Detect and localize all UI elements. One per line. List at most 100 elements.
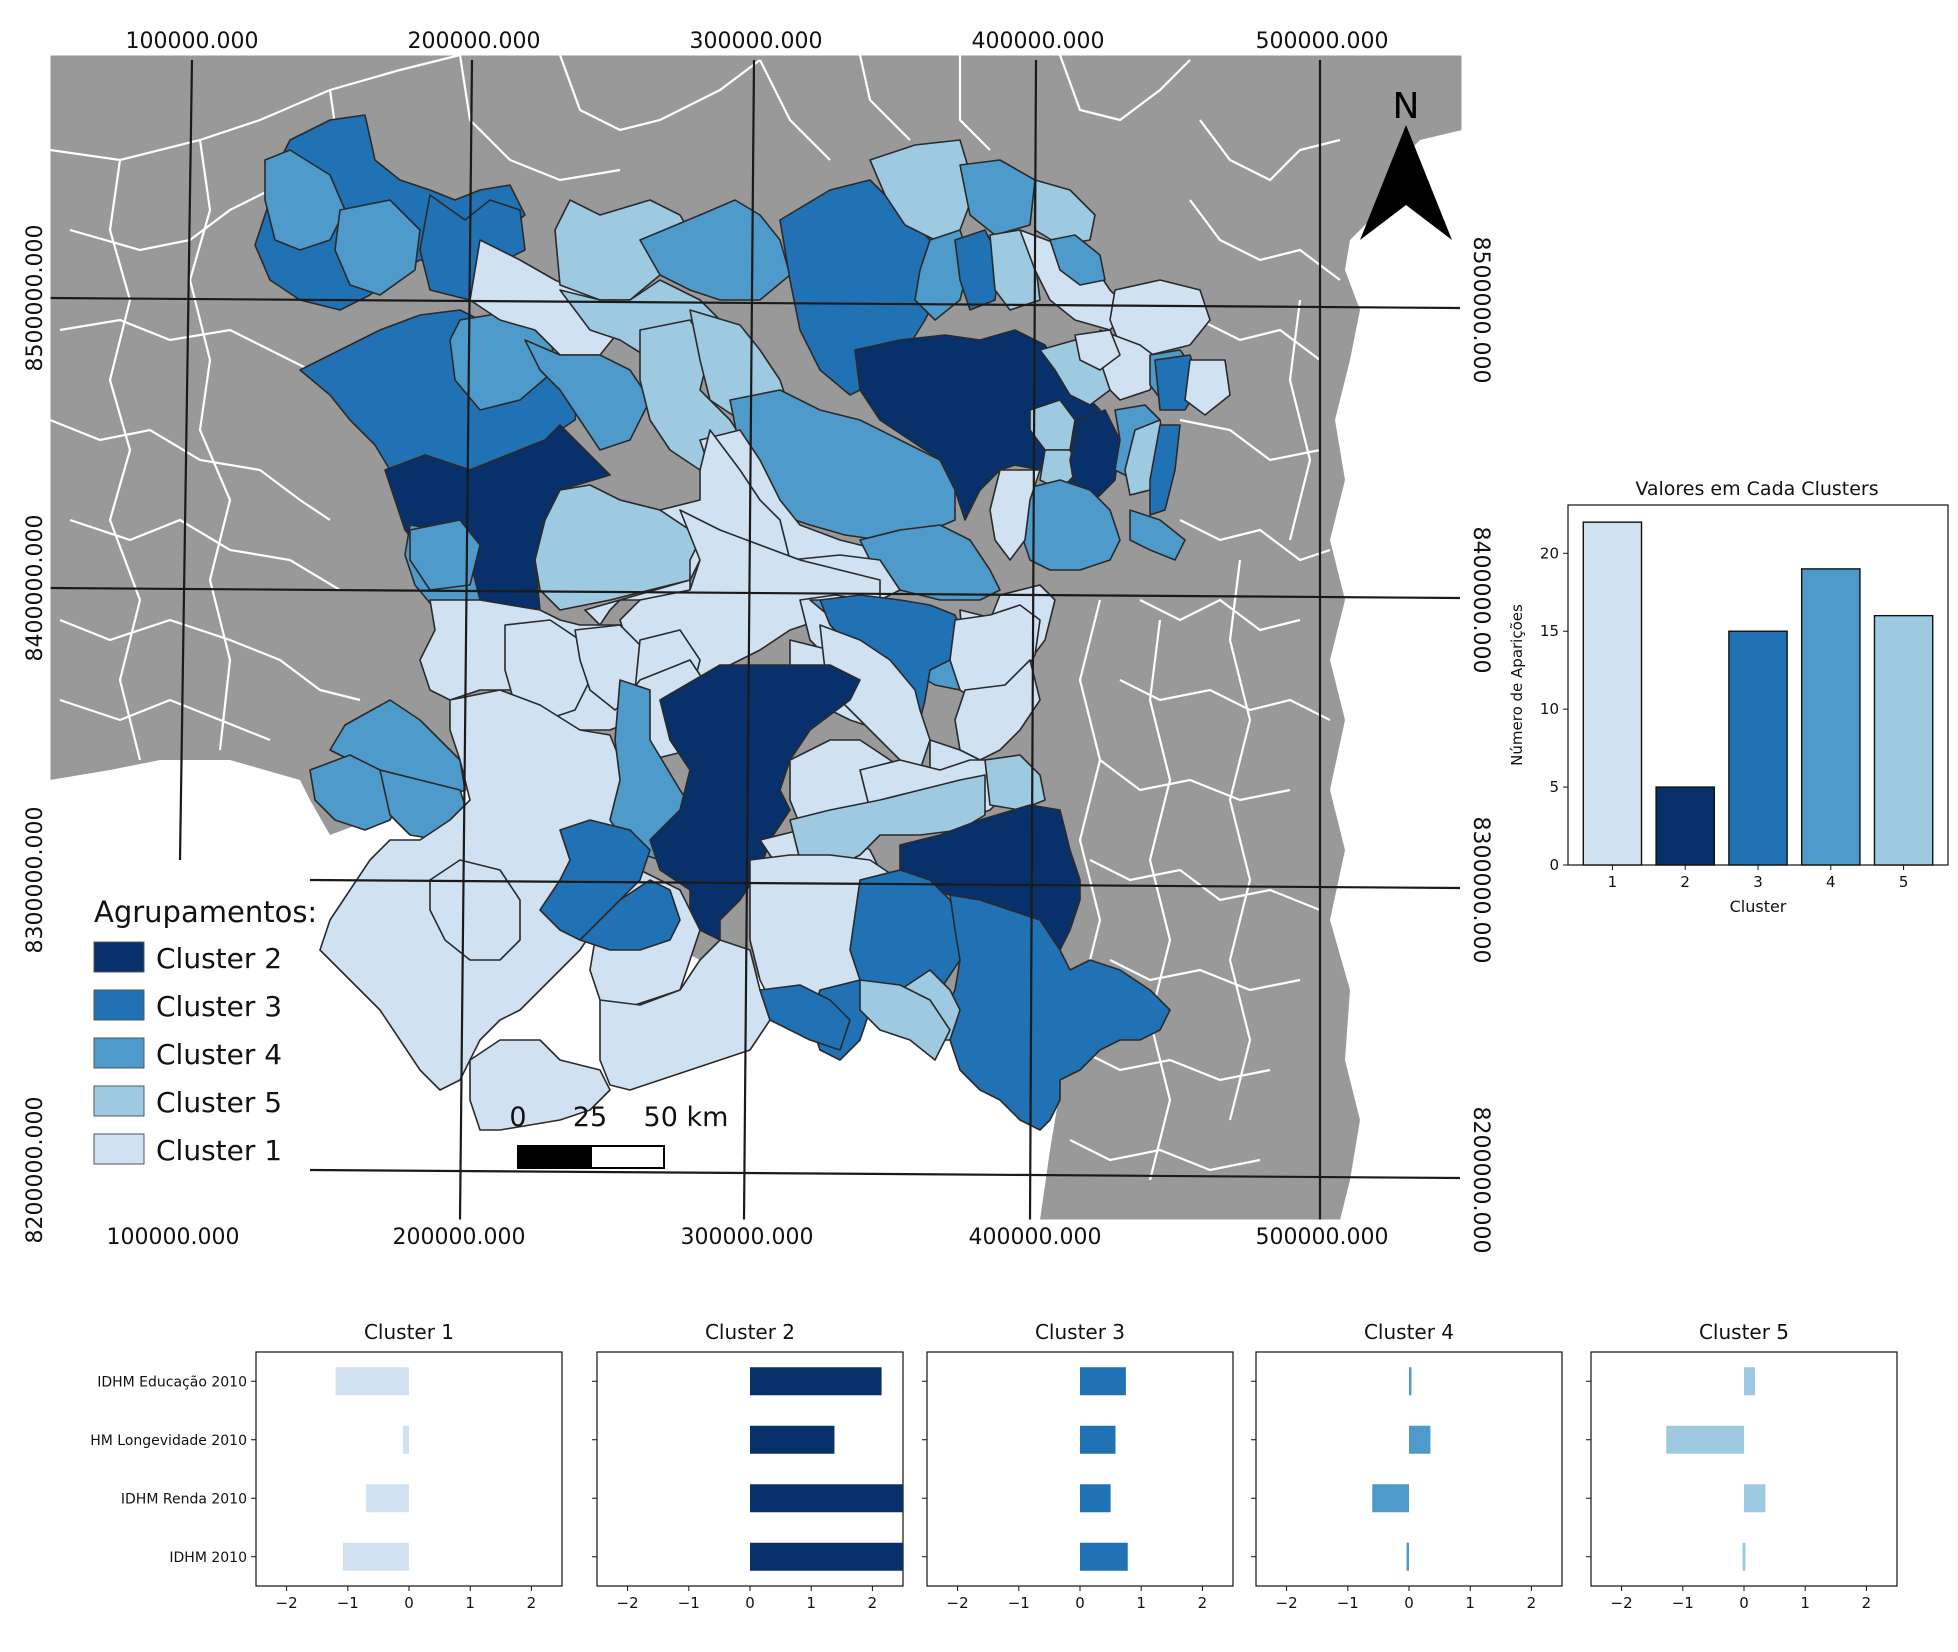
bar <box>1800 568 1861 866</box>
x-tick-label: −1 <box>1672 1594 1694 1612</box>
legend-label: Cluster 2 <box>156 942 282 975</box>
bar <box>335 1367 409 1396</box>
scale-label: 50 km <box>644 1102 729 1133</box>
legend-label: Cluster 3 <box>156 990 282 1023</box>
panel-title: Cluster 5 <box>1699 1320 1789 1344</box>
x-tick-label: 0 <box>745 1594 755 1612</box>
bar <box>1080 1425 1116 1454</box>
legend-item: Cluster 3 <box>93 989 282 1023</box>
x-tick-label: 0 <box>404 1594 414 1612</box>
profile-panel: Cluster 2 −2 −1 0 1 2 <box>592 1320 904 1612</box>
x-tick-label: −1 <box>337 1594 359 1612</box>
x-tick-label: 500000.000 <box>1256 29 1389 54</box>
bar <box>402 1425 409 1454</box>
bar <box>1582 521 1643 866</box>
bar <box>1728 630 1788 866</box>
north-label: N <box>1393 86 1420 127</box>
municipality <box>1184 359 1231 416</box>
legend-swatch <box>93 941 145 973</box>
y-tick-label: 8500000.000 <box>23 225 48 372</box>
x-tick-label: −2 <box>617 1594 639 1612</box>
x-tick-label: 5 <box>1899 873 1909 891</box>
y-tick-label: 0 <box>1549 856 1559 874</box>
bars <box>1582 521 1934 866</box>
x-tick-label: 4 <box>1826 873 1836 891</box>
x-axis-bottom-labels: 100000.000 200000.000 300000.000 400000.… <box>107 1225 1389 1250</box>
x-tick-label: 100000.000 <box>107 1225 240 1250</box>
y-tick-label: 8400000.000 <box>1468 527 1493 674</box>
bar <box>1744 1367 1756 1396</box>
scale-label: 25 <box>573 1102 607 1133</box>
bar <box>1873 614 1934 866</box>
panel-title: Cluster 3 <box>1035 1320 1125 1344</box>
municipality <box>1074 329 1121 371</box>
x-tick-label: 200000.000 <box>393 1225 526 1250</box>
panel-title: Cluster 4 <box>1364 1320 1454 1344</box>
legend-item: Cluster 1 <box>93 1133 282 1167</box>
x-tick-label: 1 <box>1800 1594 1810 1612</box>
x-tick-label: 1 <box>465 1594 475 1612</box>
profile-panel: Cluster 5 −2 −1 0 1 2 <box>1586 1320 1898 1612</box>
profile-panel: Cluster 3 −2 −1 0 1 2 <box>922 1320 1234 1612</box>
graticule <box>50 59 1461 1220</box>
legend-label: Cluster 4 <box>156 1038 282 1071</box>
legend-title: Agrupamentos: <box>94 895 317 929</box>
x-tick-label: 0 <box>1404 1594 1414 1612</box>
municipality <box>959 159 1036 236</box>
x-tick-label: 3 <box>1753 873 1763 891</box>
x-axis: 1 2 3 4 5 <box>1608 865 1909 891</box>
legend-item: Cluster 5 <box>93 1085 282 1119</box>
y-tick-label: 15 <box>1540 622 1559 640</box>
x-tick-label: −2 <box>1276 1594 1298 1612</box>
legend-swatch <box>93 989 145 1021</box>
x-tick-label: 100000.000 <box>126 29 259 54</box>
bar <box>750 1367 882 1396</box>
bar <box>366 1484 409 1513</box>
x-tick-label: 0 <box>1075 1594 1085 1612</box>
y-axis: 0 5 10 15 20 <box>1540 544 1568 874</box>
scale-bar: 0 25 50 km <box>509 1102 729 1169</box>
x-tick-label: 1 <box>1465 1594 1475 1612</box>
bar <box>1372 1484 1409 1513</box>
municipality <box>1069 409 1121 501</box>
bar <box>1080 1542 1128 1571</box>
municipality <box>579 879 681 951</box>
x-tick-label: 2 <box>868 1594 878 1612</box>
x-tick-label: −2 <box>947 1594 969 1612</box>
bar <box>1406 1542 1409 1571</box>
x-axis-label: Cluster <box>1730 897 1787 916</box>
panel-title: Cluster 1 <box>364 1320 454 1344</box>
municipality <box>1129 509 1186 561</box>
x-tick-label: 2 <box>527 1594 537 1612</box>
municipality <box>1049 234 1106 286</box>
x-tick-label: 2 <box>1862 1594 1872 1612</box>
y-tick-label: 10 <box>1540 700 1559 718</box>
chart-title: Valores em Cada Clusters <box>1635 478 1878 500</box>
x-tick-label: 400000.000 <box>972 29 1105 54</box>
scale-segment-black <box>517 1145 592 1169</box>
bar <box>1744 1484 1766 1513</box>
x-tick-label: 500000.000 <box>1256 1225 1389 1250</box>
y-tick-label: IDHM Educação 2010 <box>97 1374 247 1390</box>
cluster-profile-charts: Cluster 1 IDHM Educação 2010 HM Longevidad… <box>90 1320 1898 1612</box>
scale-segment-white <box>590 1145 665 1169</box>
profile-panel: Cluster 1 IDHM Educação 2010 HM Longevidad… <box>90 1320 563 1612</box>
municipality <box>264 149 346 251</box>
y-axis-right-labels: 8500000.000 8400000.000 8300000.000 8200… <box>1468 237 1493 1254</box>
x-tick-label: −2 <box>276 1594 298 1612</box>
profile-panel: Cluster 4 −2 −1 0 1 2 <box>1251 1320 1563 1612</box>
x-tick-label: 1 <box>806 1594 816 1612</box>
municipality <box>469 1039 611 1131</box>
x-tick-label: −1 <box>1337 1594 1359 1612</box>
bar <box>750 1542 903 1571</box>
x-tick-label: 300000.000 <box>690 29 823 54</box>
municipality <box>429 859 521 961</box>
legend-swatch <box>93 1133 145 1165</box>
bar <box>750 1425 835 1454</box>
legend-item: Cluster 2 <box>93 941 282 975</box>
municipality <box>1019 479 1121 571</box>
legend-label: Cluster 1 <box>156 1134 282 1167</box>
y-axis-left-labels: 8500000.000 8400000.000 8300000.000 8200… <box>23 225 48 1244</box>
